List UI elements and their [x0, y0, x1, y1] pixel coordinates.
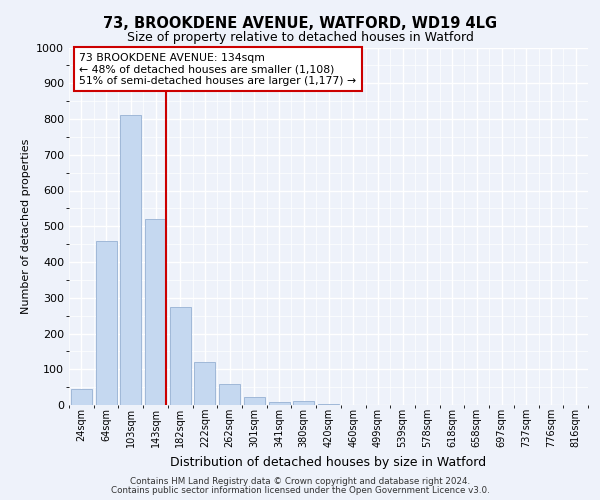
Bar	[71, 389, 92, 405]
Bar	[269, 402, 290, 405]
Bar	[95, 240, 116, 405]
Y-axis label: Number of detached properties: Number of detached properties	[20, 138, 31, 314]
Text: 73 BROOKDENE AVENUE: 134sqm
← 48% of detached houses are smaller (1,108)
51% of : 73 BROOKDENE AVENUE: 134sqm ← 48% of det…	[79, 53, 356, 86]
Text: Contains public sector information licensed under the Open Government Licence v3: Contains public sector information licen…	[110, 486, 490, 495]
Bar	[318, 404, 339, 405]
Bar	[170, 306, 191, 405]
Bar	[120, 116, 141, 405]
Text: Size of property relative to detached houses in Watford: Size of property relative to detached ho…	[127, 31, 473, 44]
Text: Contains HM Land Registry data © Crown copyright and database right 2024.: Contains HM Land Registry data © Crown c…	[130, 477, 470, 486]
X-axis label: Distribution of detached houses by size in Watford: Distribution of detached houses by size …	[170, 456, 487, 468]
Bar	[244, 397, 265, 405]
Bar	[293, 400, 314, 405]
Bar	[219, 384, 240, 405]
Bar	[145, 219, 166, 405]
Text: 73, BROOKDENE AVENUE, WATFORD, WD19 4LG: 73, BROOKDENE AVENUE, WATFORD, WD19 4LG	[103, 16, 497, 31]
Bar	[194, 362, 215, 405]
